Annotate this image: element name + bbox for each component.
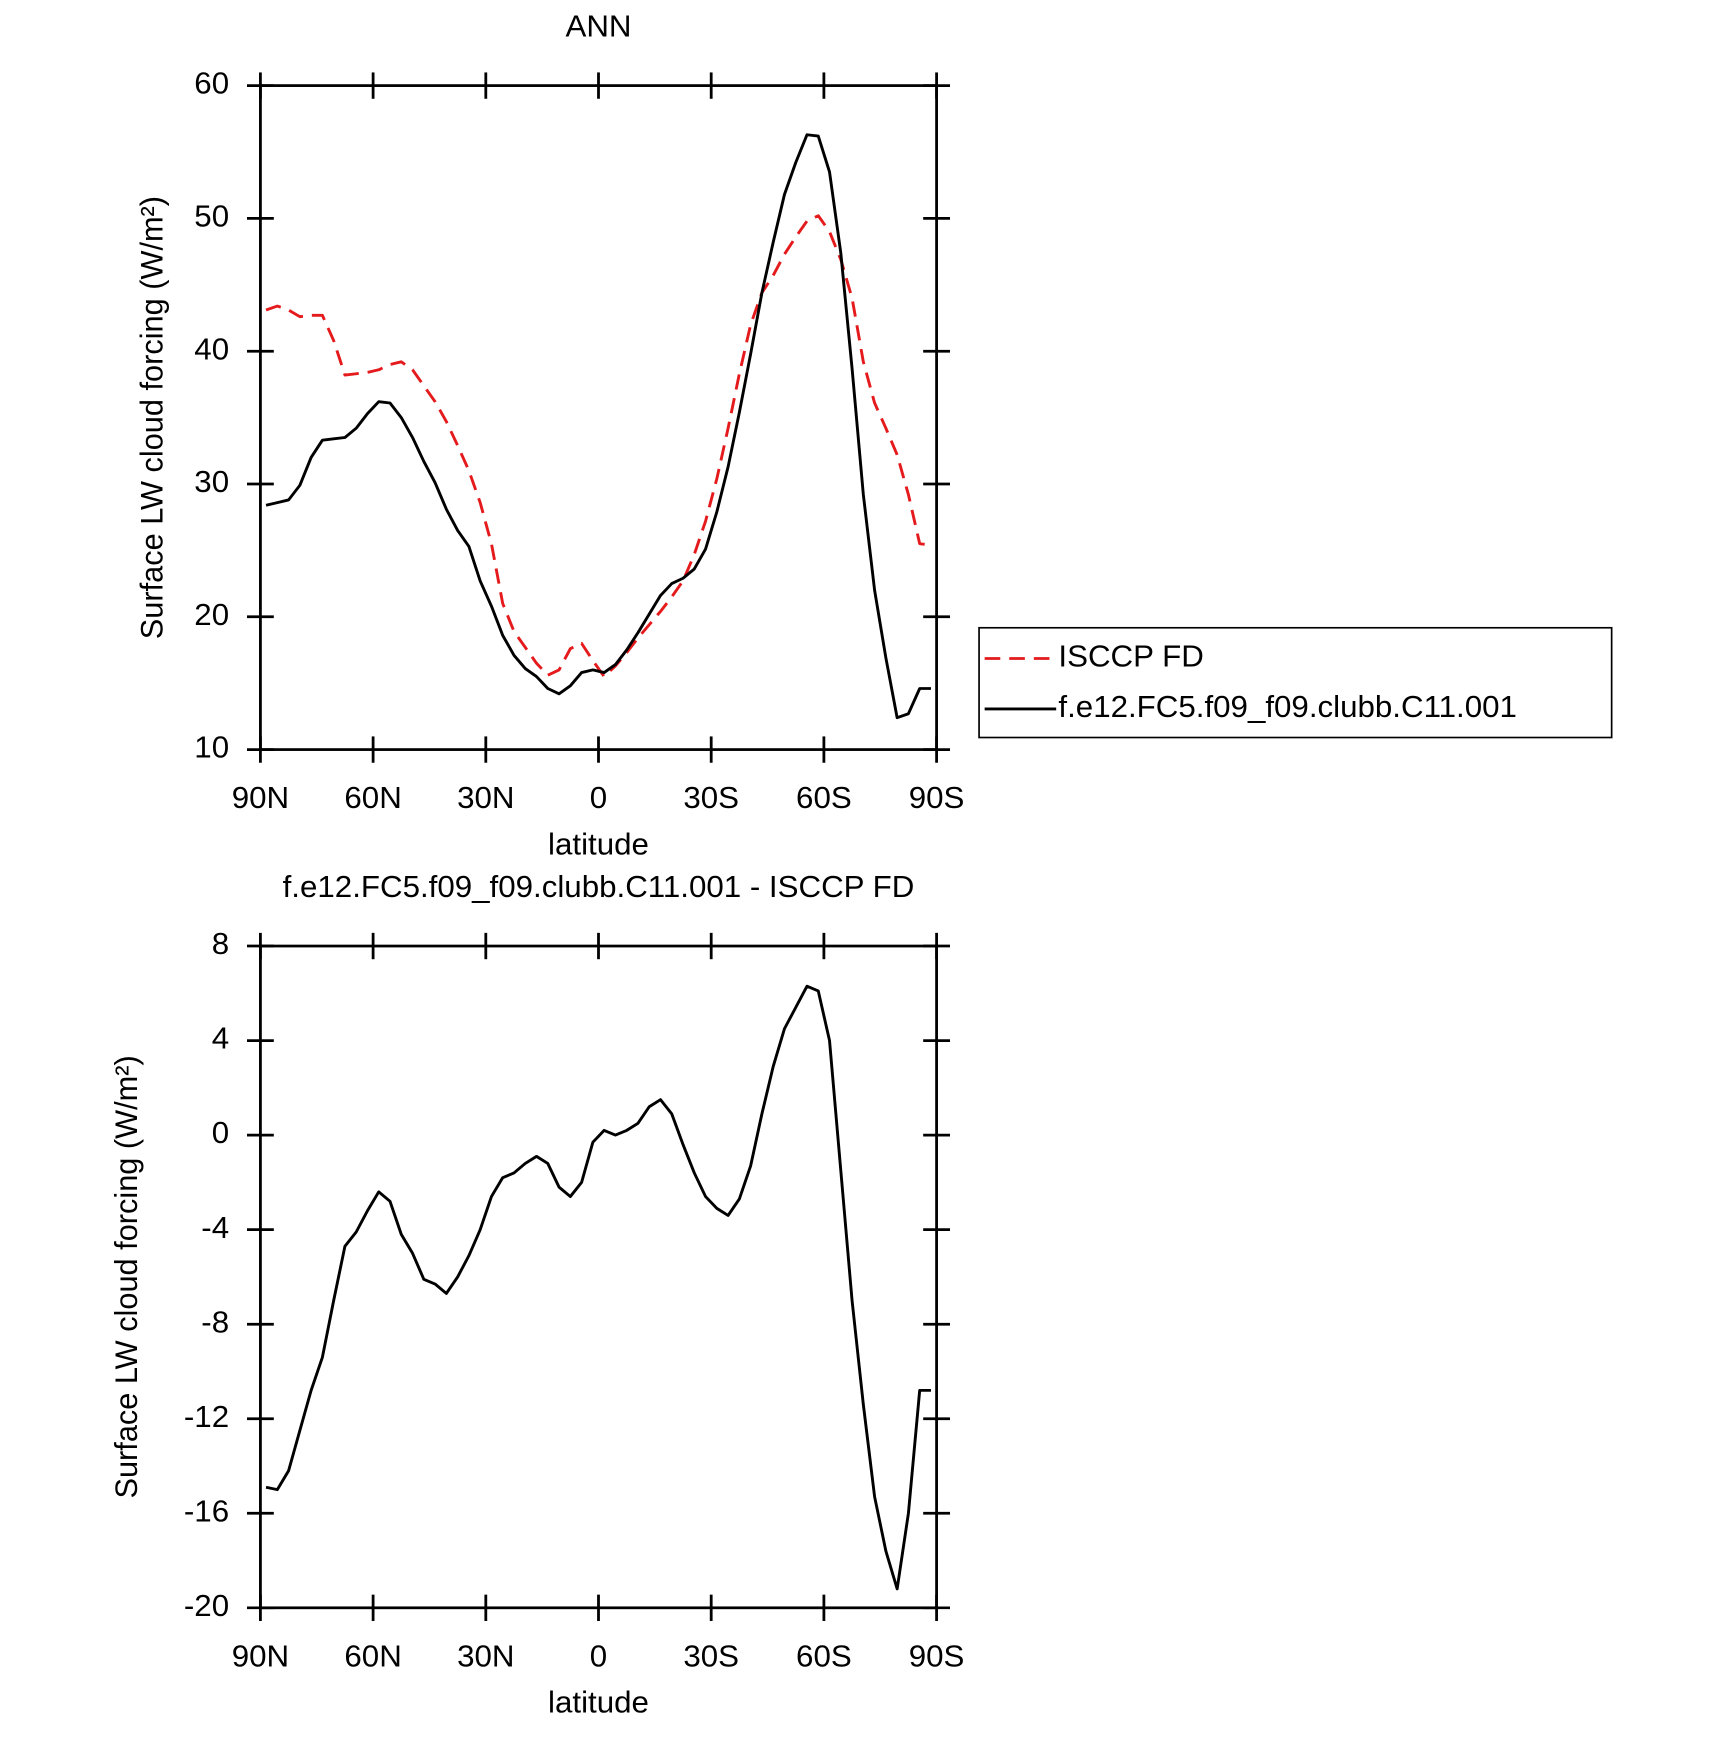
y-tick-label: 60 xyxy=(194,66,229,101)
x-tick-label: 30N xyxy=(457,780,514,815)
y-tick-label: 20 xyxy=(194,597,229,632)
y-tick-label: 50 xyxy=(194,199,229,234)
x-tick-label: 30N xyxy=(457,1639,514,1674)
x-axis-title: latitude xyxy=(548,827,649,862)
x-tick-label: 30S xyxy=(683,780,739,815)
x-tick-label: 0 xyxy=(590,780,607,815)
x-tick-label: 60N xyxy=(344,1639,401,1674)
y-tick-label: -4 xyxy=(201,1210,229,1245)
x-axis-title: latitude xyxy=(548,1685,649,1720)
data-line xyxy=(265,133,931,720)
y-tick-label: 10 xyxy=(194,730,229,765)
chart-title: ANN xyxy=(565,9,631,44)
y-tick-label: 8 xyxy=(212,926,229,961)
data-line xyxy=(265,214,932,678)
legend-label: ISCCP FD xyxy=(1058,639,1203,674)
plot-frame xyxy=(259,84,938,751)
x-tick-label: 90S xyxy=(909,1639,965,1674)
legend-box xyxy=(978,626,1613,739)
x-tick-label: 0 xyxy=(590,1639,607,1674)
x-tick-label: 90S xyxy=(909,780,965,815)
x-tick-label: 60S xyxy=(796,780,852,815)
data-line xyxy=(265,984,931,1591)
plot-frame xyxy=(259,944,938,1610)
y-axis-title: Surface LW cloud forcing (W/m²) xyxy=(134,196,169,639)
legend-label: f.e12.FC5.f09_f09.clubb.C11.001 xyxy=(1058,689,1517,724)
y-tick-label: 4 xyxy=(212,1021,229,1056)
y-axis-title: Surface LW cloud forcing (W/m²) xyxy=(109,1055,144,1498)
y-tick-label: -16 xyxy=(184,1494,229,1529)
y-tick-label: 0 xyxy=(212,1115,229,1150)
y-tick-label: -20 xyxy=(184,1588,229,1623)
y-tick-label: 30 xyxy=(194,464,229,499)
chart-title: f.e12.FC5.f09_f09.clubb.C11.001 - ISCCP … xyxy=(283,869,915,904)
y-tick-label: -12 xyxy=(184,1399,229,1434)
y-tick-label: 40 xyxy=(194,332,229,367)
x-tick-label: 60S xyxy=(796,1639,852,1674)
x-tick-label: 90N xyxy=(232,1639,289,1674)
x-tick-label: 90N xyxy=(232,780,289,815)
x-tick-label: 30S xyxy=(683,1639,739,1674)
y-tick-label: -8 xyxy=(201,1305,229,1340)
x-tick-label: 60N xyxy=(344,780,401,815)
